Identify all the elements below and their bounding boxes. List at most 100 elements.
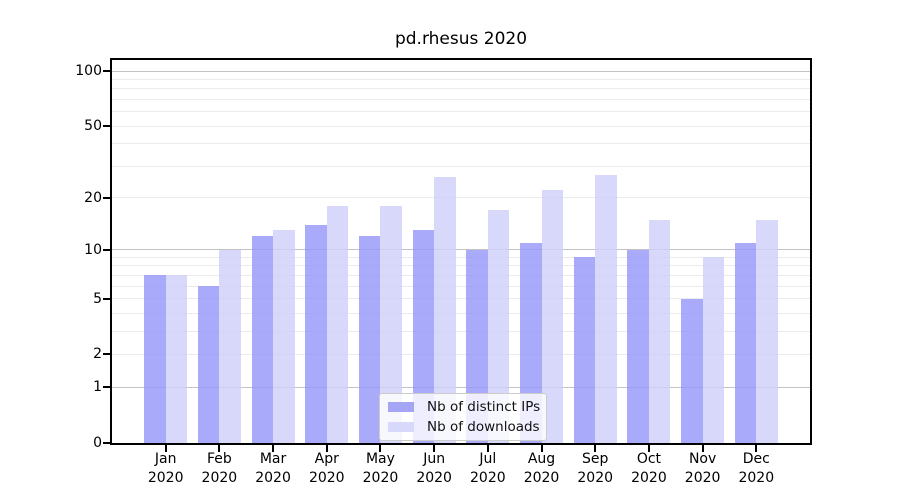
y-axis-tick (103, 196, 110, 199)
bar-downloads (702, 257, 725, 443)
x-axis-tick (272, 445, 275, 452)
x-tick-month: Jun (423, 451, 446, 467)
x-axis-tick (647, 445, 650, 452)
x-axis-tick (379, 445, 382, 452)
bar-distinct-ips (627, 249, 649, 443)
legend-swatch-distinct-ips (388, 402, 414, 412)
bar-downloads (165, 275, 188, 443)
minor-gridline (112, 330, 810, 332)
bar-distinct-ips (251, 236, 274, 443)
minor-gridline (112, 256, 810, 258)
bar-downloads (434, 177, 456, 443)
minor-gridline (112, 265, 810, 267)
minor-gridline (112, 197, 810, 199)
major-gridline (112, 386, 810, 388)
x-axis-tick-label: Apr 2020 (287, 450, 367, 488)
major-gridline (112, 249, 810, 251)
y-axis-tick (103, 386, 110, 389)
bar-distinct-ips (305, 224, 327, 443)
minor-gridline (112, 143, 810, 145)
x-tick-year: 2020 (308, 470, 345, 486)
x-axis-tick (594, 445, 597, 452)
x-tick-year: 2020 (416, 470, 452, 486)
x-tick-year: 2020 (631, 470, 667, 486)
y-axis-tick (103, 125, 110, 128)
x-axis-tick-label: Jun 2020 (394, 450, 474, 488)
x-axis-tick-label: Aug 2020 (502, 450, 582, 488)
bar-downloads (756, 219, 778, 443)
minor-gridline (112, 88, 810, 90)
bar-downloads (219, 249, 241, 443)
y-axis-tick-label: 50 (84, 118, 102, 135)
y-axis-tick-label: 100 (75, 63, 102, 80)
bar-distinct-ips (358, 236, 381, 443)
bar-distinct-ips (144, 275, 166, 443)
minor-gridline (112, 165, 810, 167)
legend: Nb of distinct IPs Nb of downloads (379, 393, 547, 441)
y-axis-tick-label: 20 (84, 189, 102, 206)
legend-item-distinct-ips: Nb of distinct IPs (388, 399, 541, 415)
y-axis-tick (103, 353, 110, 356)
legend-label-distinct-ips: Nb of distinct IPs (427, 399, 541, 415)
x-tick-month: Aug (527, 451, 556, 467)
minor-gridline (112, 99, 810, 101)
bar-downloads (273, 230, 295, 443)
x-tick-year: 2020 (684, 470, 721, 486)
x-axis-tick (433, 445, 436, 452)
x-tick-month: May (365, 451, 395, 467)
x-tick-year: 2020 (201, 470, 238, 486)
x-axis-tick-label: May 2020 (340, 450, 420, 488)
y-axis-tick-label: 5 (93, 290, 102, 307)
x-axis-tick (325, 445, 328, 452)
x-tick-year: 2020 (577, 470, 614, 486)
minor-gridline (112, 312, 810, 314)
bar-downloads (326, 205, 349, 443)
minor-gridline (112, 111, 810, 113)
x-tick-month: Feb (206, 451, 232, 467)
bar-distinct-ips (681, 298, 703, 443)
x-axis-tick (755, 445, 758, 452)
chart-title: pd.rhesus 2020 (394, 29, 528, 49)
y-axis-tick (103, 248, 110, 251)
bar-distinct-ips (412, 230, 435, 443)
minor-gridline (112, 298, 810, 300)
minor-gridline (112, 79, 810, 81)
x-axis-tick-label: Jul 2020 (448, 450, 528, 488)
x-tick-month: Oct (636, 451, 662, 467)
x-tick-month: Jul (479, 451, 497, 467)
bar-downloads (487, 210, 510, 443)
x-tick-month: Jan (154, 451, 177, 467)
x-tick-month: Dec (742, 451, 770, 467)
legend-label-downloads: Nb of downloads (427, 419, 540, 435)
y-axis-tick (103, 297, 110, 300)
legend-swatch-downloads (388, 422, 414, 432)
x-axis-tick-label: Mar 2020 (233, 450, 313, 488)
x-axis-tick (701, 445, 704, 452)
bar-downloads (380, 205, 402, 443)
y-axis-tick-label: 1 (93, 379, 102, 396)
plot-area: Nb of distinct IPs Nb of downloads 0 1 2 5 1… (75, 58, 812, 486)
x-axis-tick-label: Nov 2020 (663, 450, 743, 488)
x-axis-tick-label: Oct 2020 (609, 450, 689, 488)
bar-downloads (648, 219, 671, 443)
x-tick-year: 2020 (147, 470, 184, 486)
x-tick-month: Apr (314, 451, 339, 467)
major-gridline (112, 70, 810, 72)
x-tick-month: Sep (582, 451, 609, 467)
x-axis-tick-label: Feb 2020 (179, 450, 259, 488)
legend-item-downloads: Nb of downloads (388, 419, 540, 435)
x-axis-tick (164, 445, 167, 452)
x-axis-tick (218, 445, 221, 452)
x-tick-year: 2020 (523, 470, 560, 486)
bar-downloads (595, 174, 617, 443)
bar-distinct-ips (734, 242, 757, 443)
minor-gridline (112, 274, 810, 276)
y-axis-tick-label: 0 (93, 435, 102, 451)
x-axis-tick-label: Dec 2020 (716, 450, 796, 488)
bar-distinct-ips (573, 257, 596, 443)
bar-distinct-ips (197, 286, 220, 443)
x-axis-tick (540, 445, 543, 452)
y-axis-tick-label: 2 (93, 346, 102, 363)
minor-gridline (112, 125, 810, 127)
